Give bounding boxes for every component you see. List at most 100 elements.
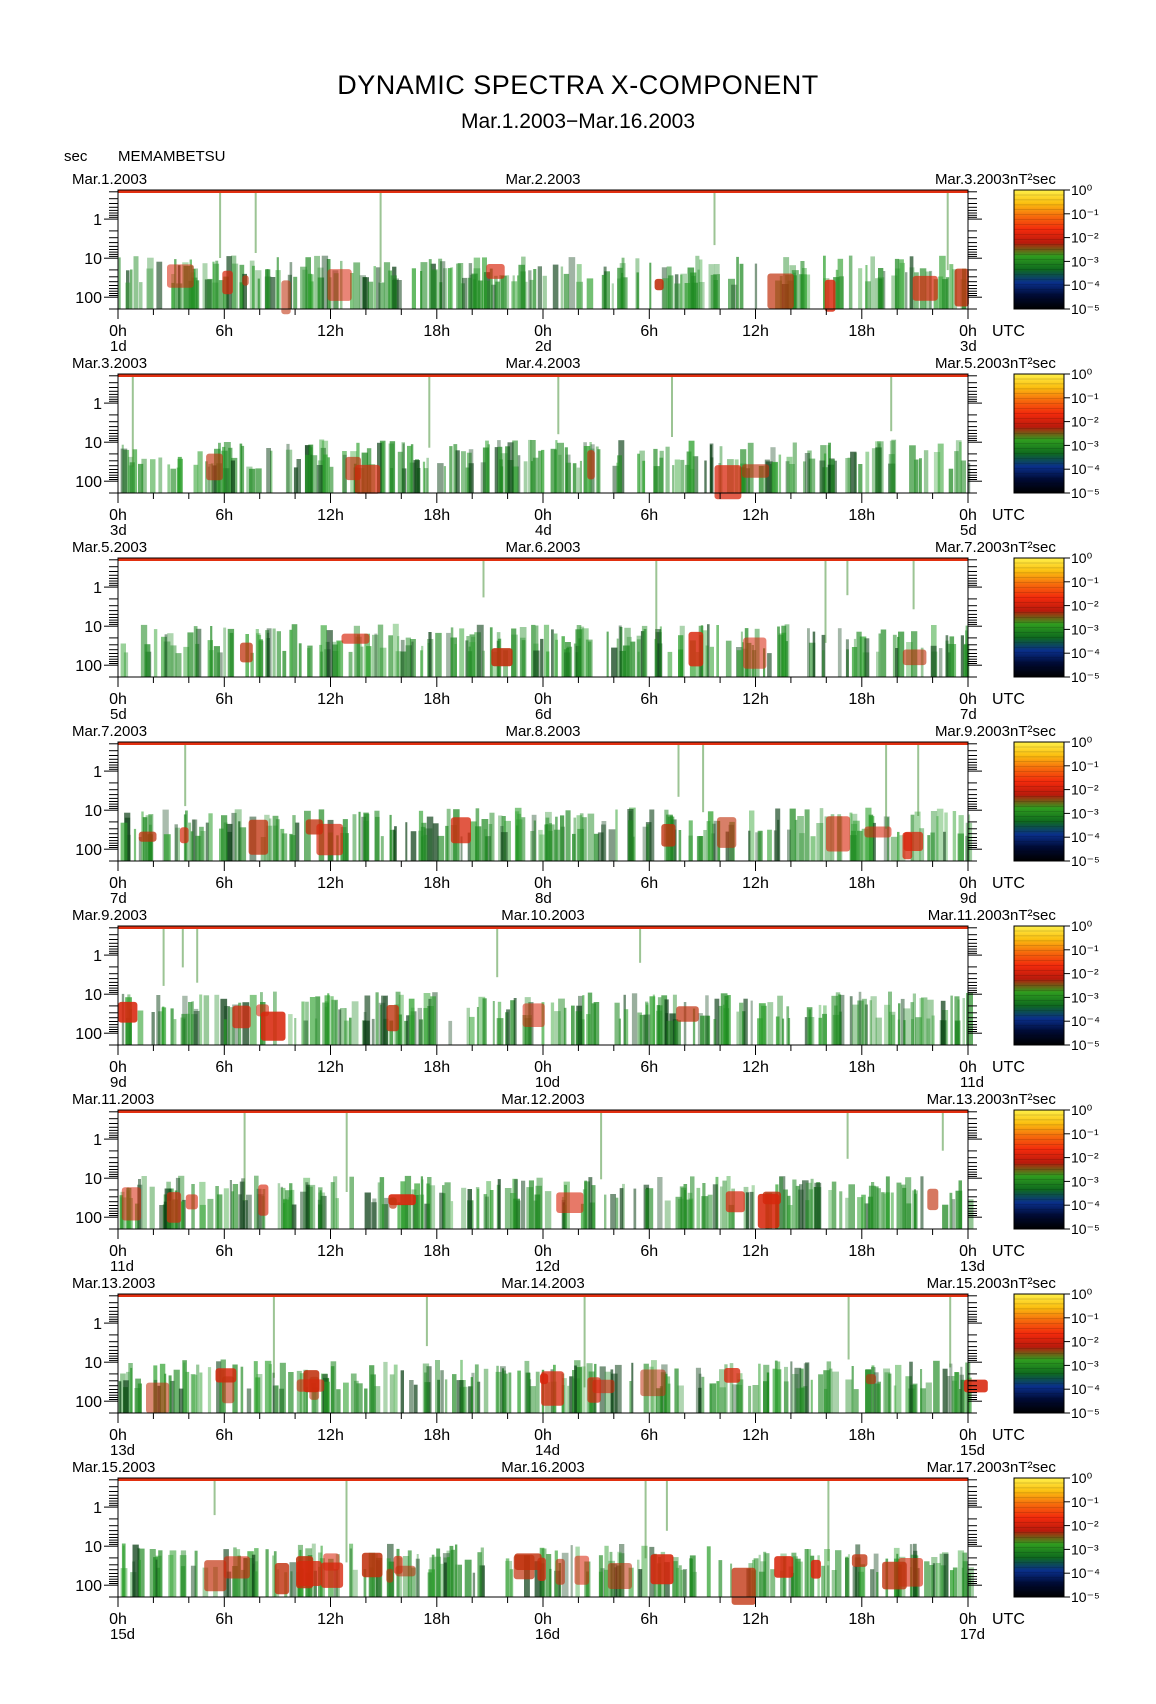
x-axis-unit: UTC bbox=[992, 1243, 1025, 1260]
spectral-streak bbox=[224, 1006, 230, 1045]
spectral-streak bbox=[814, 1182, 822, 1229]
spectral-streak bbox=[787, 1195, 791, 1229]
spectral-streak bbox=[141, 1176, 147, 1229]
spectral-streak bbox=[847, 1554, 850, 1597]
spectral-streak bbox=[845, 1556, 849, 1597]
spectral-streak bbox=[881, 1192, 885, 1229]
spectral-streak bbox=[958, 815, 964, 861]
spectral-streak bbox=[876, 651, 880, 677]
spectral-streak bbox=[795, 1185, 800, 1229]
spectral-streak bbox=[845, 1197, 849, 1229]
x-tick-label: 12h bbox=[317, 875, 344, 892]
spectral-streak bbox=[121, 1543, 126, 1597]
spectral-streak bbox=[658, 629, 662, 677]
spectral-streak bbox=[828, 1190, 833, 1229]
spectral-streak bbox=[857, 830, 863, 861]
spectral-streak bbox=[330, 1366, 335, 1413]
spectral-streak bbox=[796, 1388, 803, 1413]
power-burst bbox=[864, 826, 892, 838]
spectral-streak bbox=[653, 466, 660, 493]
spectral-streak bbox=[628, 820, 634, 861]
spectral-streak bbox=[496, 1365, 499, 1413]
x-tick-label: 6h bbox=[640, 1059, 658, 1076]
spectral-streak bbox=[737, 1379, 744, 1413]
power-burst bbox=[341, 633, 370, 644]
spectral-streak bbox=[616, 638, 619, 677]
spectral-streak bbox=[583, 446, 591, 493]
spectral-streak bbox=[837, 628, 842, 677]
spectral-streak bbox=[180, 1550, 187, 1597]
spectral-streak bbox=[960, 460, 966, 493]
spectral-streak bbox=[792, 442, 797, 493]
spectral-streak bbox=[239, 1181, 245, 1229]
spectral-streak bbox=[432, 823, 439, 861]
spectral-streak bbox=[524, 281, 528, 309]
spectral-streak bbox=[455, 1564, 458, 1597]
spectral-streak bbox=[289, 1562, 297, 1597]
spectral-streak bbox=[889, 1011, 896, 1045]
spectral-streak bbox=[190, 1374, 196, 1413]
spectral-streak bbox=[875, 447, 882, 493]
spectrum-panel: Mar.11.2003 Mar.12.2003 Mar.13.2003 1 10 100 0… bbox=[72, 1091, 1100, 1275]
x-tick-label: 18h bbox=[423, 1611, 450, 1628]
colorbar-tick-label: 10⁻⁴ bbox=[1071, 461, 1100, 477]
x-tick-label: 6h bbox=[640, 1427, 658, 1444]
spectral-streak bbox=[331, 999, 338, 1045]
spectral-streak bbox=[134, 1388, 141, 1413]
spectral-streak bbox=[223, 442, 231, 493]
spectral-streak bbox=[921, 997, 928, 1045]
spectral-streak bbox=[561, 1552, 569, 1597]
panel-end-date: Mar.11.2003 bbox=[928, 907, 1010, 924]
spectral-streak bbox=[483, 1194, 488, 1229]
spectral-streak bbox=[716, 625, 719, 677]
spectral-streak bbox=[147, 257, 154, 309]
power-burst bbox=[316, 823, 343, 856]
spectral-streak bbox=[622, 1183, 625, 1229]
power-burst bbox=[851, 1554, 868, 1567]
colorbar-tick-label: 10⁰ bbox=[1071, 550, 1093, 566]
spectral-streak bbox=[894, 258, 900, 309]
spectral-streak bbox=[859, 1564, 866, 1597]
vertical-spike bbox=[824, 558, 827, 643]
spectral-streak bbox=[857, 1000, 864, 1045]
spectral-streak bbox=[350, 1373, 357, 1413]
spectral-streak bbox=[424, 468, 429, 493]
spectral-streak bbox=[882, 271, 886, 309]
spectral-streak bbox=[483, 1368, 489, 1413]
spectral-streak bbox=[896, 1182, 902, 1229]
spectral-streak bbox=[533, 650, 540, 677]
spectral-streak bbox=[872, 822, 876, 861]
spectral-streak bbox=[823, 255, 826, 309]
spectral-streak bbox=[273, 825, 278, 861]
spectral-streak bbox=[712, 1184, 718, 1229]
power-burst bbox=[774, 1556, 794, 1578]
spectral-streak bbox=[449, 446, 453, 493]
power-burst bbox=[179, 827, 189, 844]
spectral-streak bbox=[636, 639, 641, 677]
spectral-streak bbox=[581, 817, 587, 861]
spectral-streak bbox=[249, 994, 257, 1045]
spectral-streak bbox=[241, 1569, 245, 1597]
colorbar-tick-label: 10⁰ bbox=[1071, 182, 1093, 198]
spectral-streak bbox=[572, 1370, 577, 1413]
spectral-streak bbox=[900, 998, 905, 1045]
spectral-streak bbox=[257, 634, 262, 677]
x-tick-label: 0h bbox=[959, 1059, 977, 1076]
vertical-spike bbox=[600, 1110, 603, 1180]
colorbar-unit: nT²sec bbox=[1010, 539, 1056, 556]
spectral-streak bbox=[423, 1008, 428, 1045]
spectral-streak bbox=[684, 464, 691, 493]
colorbar-tick-label: 10⁻² bbox=[1071, 1518, 1099, 1534]
spectral-streak bbox=[410, 831, 417, 861]
spectral-streak bbox=[767, 829, 772, 861]
colorbar-tick-label: 10⁻⁵ bbox=[1071, 853, 1100, 869]
spectral-streak bbox=[853, 1389, 859, 1413]
spectral-streak bbox=[888, 463, 896, 493]
x-tick-label: 0h bbox=[109, 1243, 127, 1260]
station-name: MEMAMBETSU bbox=[118, 148, 226, 165]
spectral-streak bbox=[821, 1565, 825, 1597]
spectral-streak bbox=[345, 833, 349, 861]
spectral-streak bbox=[344, 1020, 349, 1045]
spectral-streak bbox=[795, 1558, 801, 1597]
spectral-streak bbox=[550, 448, 557, 493]
